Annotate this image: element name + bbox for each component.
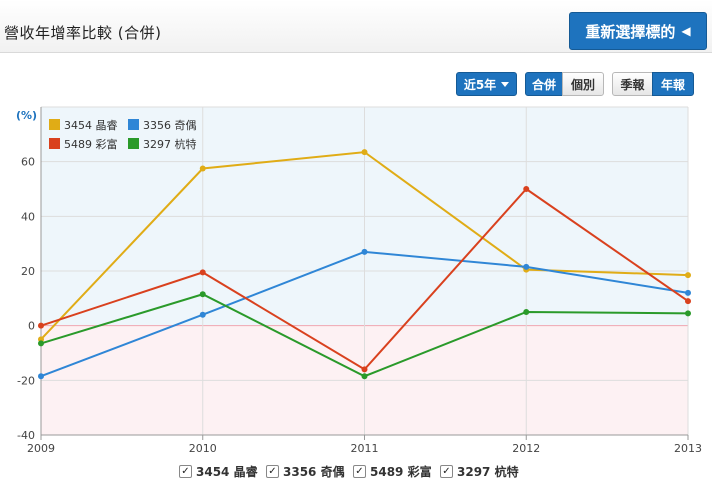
checkbox-checked-icon[interactable]: ✓ [266, 465, 279, 478]
data-point [523, 186, 530, 192]
data-point [685, 310, 691, 317]
quarterly-button[interactable]: 季報 [612, 72, 653, 96]
data-point [38, 322, 44, 329]
data-point [685, 272, 691, 279]
period-dropdown[interactable]: 近5年 [456, 72, 517, 96]
legend-swatch [128, 138, 139, 149]
data-point [361, 373, 368, 380]
data-point [523, 263, 530, 270]
bottom-legend-label: 3356 奇偶 [283, 465, 345, 479]
y-tick-label: -40 [17, 429, 35, 442]
bottom-legend-label: 3454 晶睿 [196, 465, 258, 479]
consolidated-label: 合併 [531, 77, 556, 92]
reselect-label: 重新選擇標的 [585, 22, 676, 41]
bottom-legend-label: 5489 彩富 [370, 465, 432, 479]
individual-button[interactable]: 個別 [562, 72, 604, 96]
data-point [361, 149, 368, 156]
period-label: 近5年 [463, 77, 497, 92]
bottom-legend: ✓ 3454 晶睿 ✓ 3356 奇偶 ✓ 5489 彩富 ✓ 3297 杭特 [0, 463, 712, 481]
legend-swatch [49, 138, 60, 149]
triangle-left-icon: ◀ [681, 24, 691, 38]
data-point [38, 336, 44, 343]
data-point [199, 165, 206, 172]
annual-label: 年報 [660, 77, 685, 92]
checkbox-checked-icon[interactable]: ✓ [440, 465, 453, 478]
data-point [38, 373, 44, 380]
individual-label: 個別 [570, 77, 595, 92]
y-tick-label: 40 [21, 210, 35, 223]
page-title: 營收年增率比較 (合併) [4, 24, 162, 42]
quarterly-label: 季報 [620, 77, 645, 92]
data-point [361, 248, 368, 255]
y-tick-label: 60 [21, 156, 35, 169]
y-axis-label: (%) [16, 109, 37, 122]
consolidated-button[interactable]: 合併 [525, 72, 563, 96]
x-tick-label: 2009 [27, 442, 55, 455]
data-point [361, 366, 368, 373]
bottom-legend-item[interactable]: ✓ 3454 晶睿 [179, 463, 258, 480]
bottom-legend-item[interactable]: ✓ 5489 彩富 [353, 463, 432, 480]
bottom-legend-item[interactable]: ✓ 3356 奇偶 [266, 463, 345, 480]
legend-label: 3454 晶睿 [64, 118, 118, 132]
x-tick-label: 2011 [351, 442, 379, 455]
x-tick-label: 2010 [189, 442, 217, 455]
checkbox-checked-icon[interactable]: ✓ [353, 465, 366, 478]
data-point [685, 289, 691, 296]
legend-swatch [128, 119, 139, 130]
data-point [38, 340, 44, 347]
y-tick-label: -20 [17, 374, 35, 387]
checkbox-checked-icon[interactable]: ✓ [179, 465, 192, 478]
page-header: 營收年增率比較 (合併) 重新選擇標的 ◀ [0, 0, 712, 53]
y-tick-label: 20 [21, 265, 35, 278]
bottom-legend-item[interactable]: ✓ 3297 杭特 [440, 463, 519, 480]
legend-swatch [49, 119, 60, 130]
data-point [199, 311, 206, 318]
legend-label: 5489 彩富 [64, 137, 118, 151]
x-tick-label: 2013 [674, 442, 702, 455]
annual-button[interactable]: 年報 [652, 72, 694, 96]
legend-label: 3356 奇偶 [143, 119, 197, 132]
data-point [685, 298, 691, 305]
chevron-down-icon [501, 81, 510, 87]
bottom-legend-label: 3297 杭特 [457, 465, 519, 479]
legend-label: 3297 杭特 [143, 137, 197, 151]
data-point [199, 291, 206, 298]
reselect-target-button[interactable]: 重新選擇標的 ◀ [569, 12, 707, 50]
data-point [523, 309, 530, 315]
y-tick-label: 0 [28, 320, 35, 333]
x-tick-label: 2012 [512, 442, 540, 455]
data-point [199, 269, 206, 276]
